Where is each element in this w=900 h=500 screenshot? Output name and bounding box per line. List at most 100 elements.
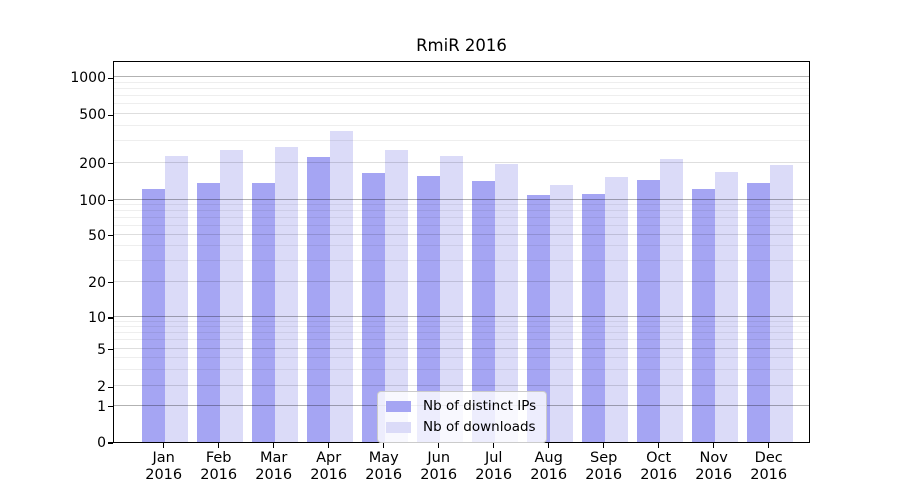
bar-downloads-dec: [769, 165, 793, 442]
x-tick-label-apr: Apr 2016: [310, 450, 348, 483]
bar-ips-apr: [306, 157, 330, 442]
x-tick-label-oct: Oct 2016: [640, 450, 678, 483]
grid-line: [114, 320, 809, 322]
grid-line: [114, 385, 809, 387]
grid-line: [114, 140, 809, 142]
bar-downloads-mar: [274, 146, 298, 442]
grid-line: [114, 245, 809, 247]
grid-line: [114, 88, 809, 90]
grid-line: [114, 81, 809, 83]
bar-downloads-apr: [329, 130, 353, 442]
bar-ips-may: [361, 172, 385, 442]
x-tick-label-may: May 2016: [365, 450, 403, 483]
grid-line: [114, 339, 809, 341]
bar-downloads-nov: [714, 172, 738, 442]
legend-swatch-distinct-ips-icon: [386, 400, 411, 412]
x-tick-mark: [163, 443, 165, 448]
y-tick-mark: [108, 406, 113, 408]
y-tick-label: 1: [97, 398, 106, 415]
y-tick-label: 0: [97, 435, 106, 451]
x-tick-mark: [438, 443, 440, 448]
grid-line: [114, 332, 809, 334]
bars-layer: [114, 62, 809, 442]
bar-downloads-aug: [549, 184, 573, 442]
grid-line: [114, 280, 809, 282]
y-tick-label: 50: [88, 227, 106, 244]
grid-line: [114, 316, 809, 317]
y-tick-label: 20: [88, 274, 106, 291]
bar-ips-mar: [251, 182, 275, 442]
bar-ips-feb: [196, 183, 220, 442]
bar-ips-dec: [746, 183, 770, 442]
grid-line: [114, 224, 809, 226]
x-tick-label-sep: Sep 2016: [585, 450, 623, 483]
grid-line: [114, 95, 809, 97]
y-tick-mark: [108, 386, 113, 388]
y-tick-mark: [108, 349, 113, 351]
y-tick-label: 10: [88, 310, 106, 326]
x-tick-label-jan: Jan 2016: [145, 450, 183, 483]
x-tick-mark: [603, 443, 605, 448]
x-tick-label-jun: Jun 2016: [420, 450, 458, 483]
grid-line: [114, 233, 809, 235]
x-tick-label-aug: Aug 2016: [530, 450, 568, 483]
bar-downloads-oct: [659, 158, 683, 442]
x-tick-mark: [713, 443, 715, 448]
x-tick-mark: [328, 443, 330, 448]
legend-item-downloads: Nb of downloads: [386, 419, 536, 435]
x-tick-label-jul: Jul 2016: [475, 450, 513, 483]
gridlines-layer: [114, 62, 809, 442]
y-tick-mark: [108, 77, 113, 79]
x-tick-mark: [218, 443, 220, 448]
y-tick-mark: [108, 163, 113, 165]
grid-line: [114, 124, 809, 126]
bar-downloads-feb: [219, 150, 243, 442]
bar-downloads-may: [384, 150, 408, 442]
legend: Nb of distinct IPs Nb of downloads: [377, 391, 548, 443]
y-tick-label: 500: [79, 107, 106, 124]
grid-line: [114, 356, 809, 358]
y-tick-label: 5: [97, 341, 106, 358]
bar-downloads-sep: [604, 177, 628, 442]
grid-line: [114, 216, 809, 218]
x-tick-mark: [493, 443, 495, 448]
y-tick-label: 200: [79, 155, 106, 172]
grid-line: [114, 209, 809, 211]
x-tick-label-dec: Dec 2016: [750, 450, 788, 483]
y-tick-mark: [108, 282, 113, 284]
bar-ips-aug: [526, 195, 550, 442]
x-tick-label-nov: Nov 2016: [695, 450, 733, 483]
x-tick-mark: [548, 443, 550, 448]
legend-label-downloads: Nb of downloads: [423, 419, 536, 435]
bar-ips-jun: [416, 175, 440, 442]
grid-line: [114, 326, 809, 328]
y-tick-mark: [108, 235, 113, 237]
grid-line: [114, 347, 809, 349]
bar-ips-jan: [141, 188, 165, 442]
bar-ips-nov: [691, 188, 715, 442]
legend-item-distinct-ips: Nb of distinct IPs: [386, 398, 536, 414]
grid-line: [114, 198, 809, 200]
x-tick-mark: [273, 443, 275, 448]
chart-title: RmiR 2016: [416, 36, 507, 55]
legend-label-distinct-ips: Nb of distinct IPs: [423, 398, 537, 414]
bar-downloads-jan: [164, 156, 188, 442]
x-tick-mark: [383, 443, 385, 448]
y-tick-label: 100: [79, 192, 106, 209]
bar-ips-sep: [581, 194, 605, 442]
grid-line: [114, 76, 809, 78]
y-tick-mark: [108, 317, 113, 319]
grid-line: [114, 259, 809, 261]
x-tick-label-mar: Mar 2016: [255, 450, 293, 483]
grid-line: [114, 368, 809, 370]
bar-ips-jul: [471, 180, 495, 442]
x-tick-label-feb: Feb 2016: [200, 450, 238, 483]
x-tick-mark: [768, 443, 770, 448]
y-tick-mark: [108, 442, 113, 444]
legend-swatch-downloads-icon: [386, 421, 411, 433]
bar-ips-oct: [636, 179, 660, 442]
grid-line: [114, 203, 809, 205]
plot-area: Nb of distinct IPs Nb of downloads: [113, 61, 810, 443]
y-tick-mark: [108, 114, 113, 116]
x-tick-mark: [658, 443, 660, 448]
